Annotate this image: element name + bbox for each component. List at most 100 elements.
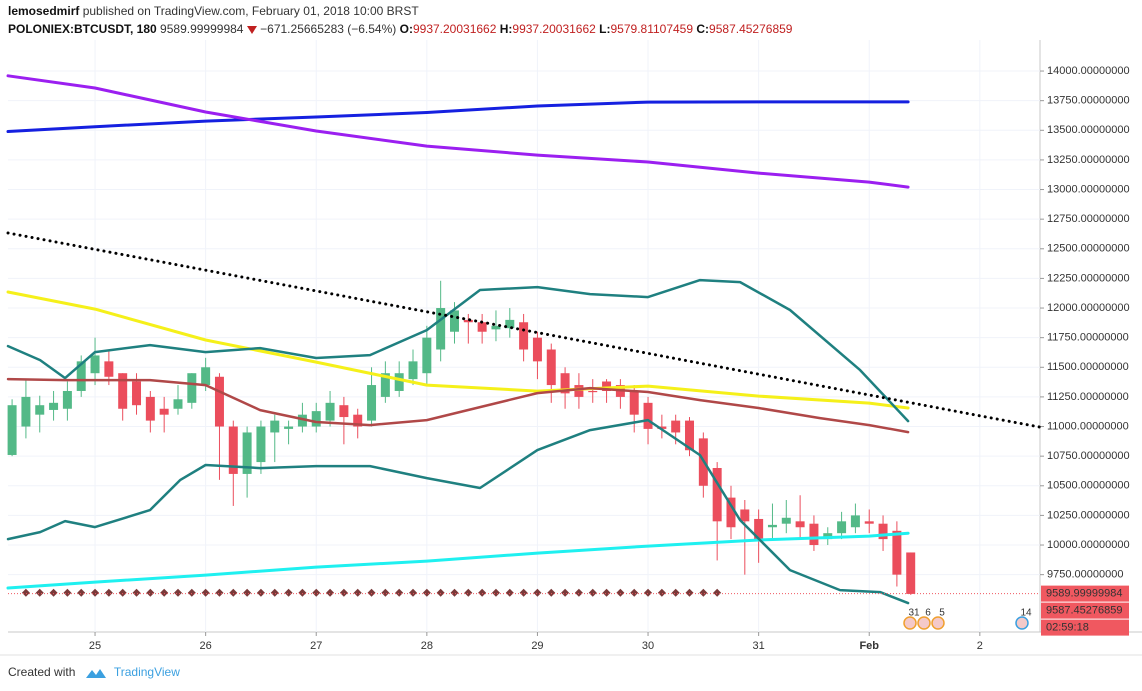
candle-body [671, 420, 681, 433]
ohlc-value: 9587.45276859 [709, 22, 793, 36]
marker [533, 588, 542, 597]
price-box [1041, 619, 1129, 636]
candle-body [380, 373, 390, 397]
marker [547, 588, 556, 597]
x-tick-label: 30 [642, 640, 654, 652]
candle-body [21, 396, 31, 427]
candle-body [754, 518, 764, 542]
marker [284, 588, 293, 597]
candle-body [159, 408, 169, 415]
marker [118, 588, 127, 597]
y-tick-label: 10250.00000000 [1047, 509, 1130, 521]
event-icon [1015, 616, 1029, 630]
marker [367, 588, 376, 597]
ohlc-label: O: [399, 22, 413, 36]
x-tick-label: Feb [859, 640, 879, 652]
marker [229, 588, 238, 597]
symbol: POLONIEX:BTCUSDT, 180 [8, 22, 157, 36]
ohlc-value: 9579.81107459 [610, 22, 694, 36]
candle-body [353, 414, 363, 427]
event-count: 5 [939, 608, 945, 619]
y-tick-label: 13750.00000000 [1047, 95, 1130, 107]
marker [173, 588, 182, 597]
event-icon [917, 616, 931, 630]
marker [574, 588, 583, 597]
price-box [1041, 602, 1129, 619]
candle-body [270, 420, 280, 433]
candle-body [325, 402, 335, 421]
marker [588, 588, 597, 597]
marker [464, 588, 473, 597]
ohlc-label: C: [696, 22, 710, 36]
x-tick-label: 2 [977, 640, 983, 652]
marker [713, 588, 722, 597]
candle-body [242, 432, 252, 474]
candle-body [297, 414, 307, 427]
marker [436, 588, 445, 597]
candle-body [76, 361, 86, 391]
x-tick-label: 27 [310, 640, 322, 652]
marker [450, 588, 459, 597]
candle-body [837, 521, 847, 534]
marker [519, 588, 528, 597]
x-tick-label: 25 [89, 640, 101, 652]
price-box-label: 02:59:18 [1046, 622, 1089, 634]
y-tick-label: 13500.00000000 [1047, 124, 1130, 136]
candle-body [532, 337, 542, 362]
y-tick-label: 11000.00000000 [1047, 420, 1129, 432]
marker [478, 588, 487, 597]
marker [243, 588, 252, 597]
candle-body [878, 523, 888, 540]
marker [21, 588, 30, 597]
candle-body [311, 411, 321, 427]
candle-body [49, 402, 59, 410]
candle-body [685, 420, 695, 451]
marker [602, 588, 611, 597]
candle-body [781, 517, 791, 524]
author: lemosedmirf [8, 4, 80, 18]
ohlc-label: H: [499, 22, 513, 36]
marker [657, 588, 666, 597]
candle-body [657, 426, 667, 429]
candle-body [90, 355, 100, 374]
marker [422, 588, 431, 597]
marker [491, 588, 500, 597]
y-tick-label: 14000.00000000 [1047, 65, 1130, 77]
candle-body [228, 426, 238, 474]
y-tick-label: 11750.00000000 [1047, 332, 1129, 344]
marker [561, 588, 570, 597]
y-tick-label: 9750.00000000 [1047, 569, 1123, 581]
y-tick-label: 11500.00000000 [1047, 361, 1129, 373]
marker [104, 588, 113, 597]
created-with: Created with [8, 665, 76, 679]
ohlc-value: 9937.20031662 [412, 22, 497, 36]
brand[interactable]: TradingView [113, 665, 180, 679]
marker [685, 588, 694, 597]
x-tick-label: 26 [200, 640, 212, 652]
candle-body [892, 530, 902, 575]
price-box-label: 9587.45276859 [1046, 605, 1122, 617]
marker [298, 588, 307, 597]
candle-body [367, 385, 377, 421]
candle-body [505, 319, 515, 329]
marker [312, 588, 321, 597]
y-tick-label: 11250.00000000 [1047, 391, 1129, 403]
candle-body [62, 390, 72, 409]
publish-line: lemosedmirf published on TradingView.com… [8, 4, 419, 18]
event-icon [903, 616, 917, 630]
marker [270, 588, 279, 597]
y-tick-label: 12500.00000000 [1047, 243, 1130, 255]
down-arrow [246, 26, 257, 35]
marker [616, 588, 625, 597]
publish-info: published on TradingView.com, February 0… [79, 4, 419, 18]
marker [671, 588, 680, 597]
marker [699, 588, 708, 597]
candle-body [629, 390, 639, 415]
candle-body [284, 426, 294, 429]
event-icon [931, 616, 945, 630]
y-tick-label: 12750.00000000 [1047, 213, 1130, 225]
candle-body [394, 373, 404, 391]
candle-body [850, 515, 860, 528]
candle-body [339, 405, 349, 418]
